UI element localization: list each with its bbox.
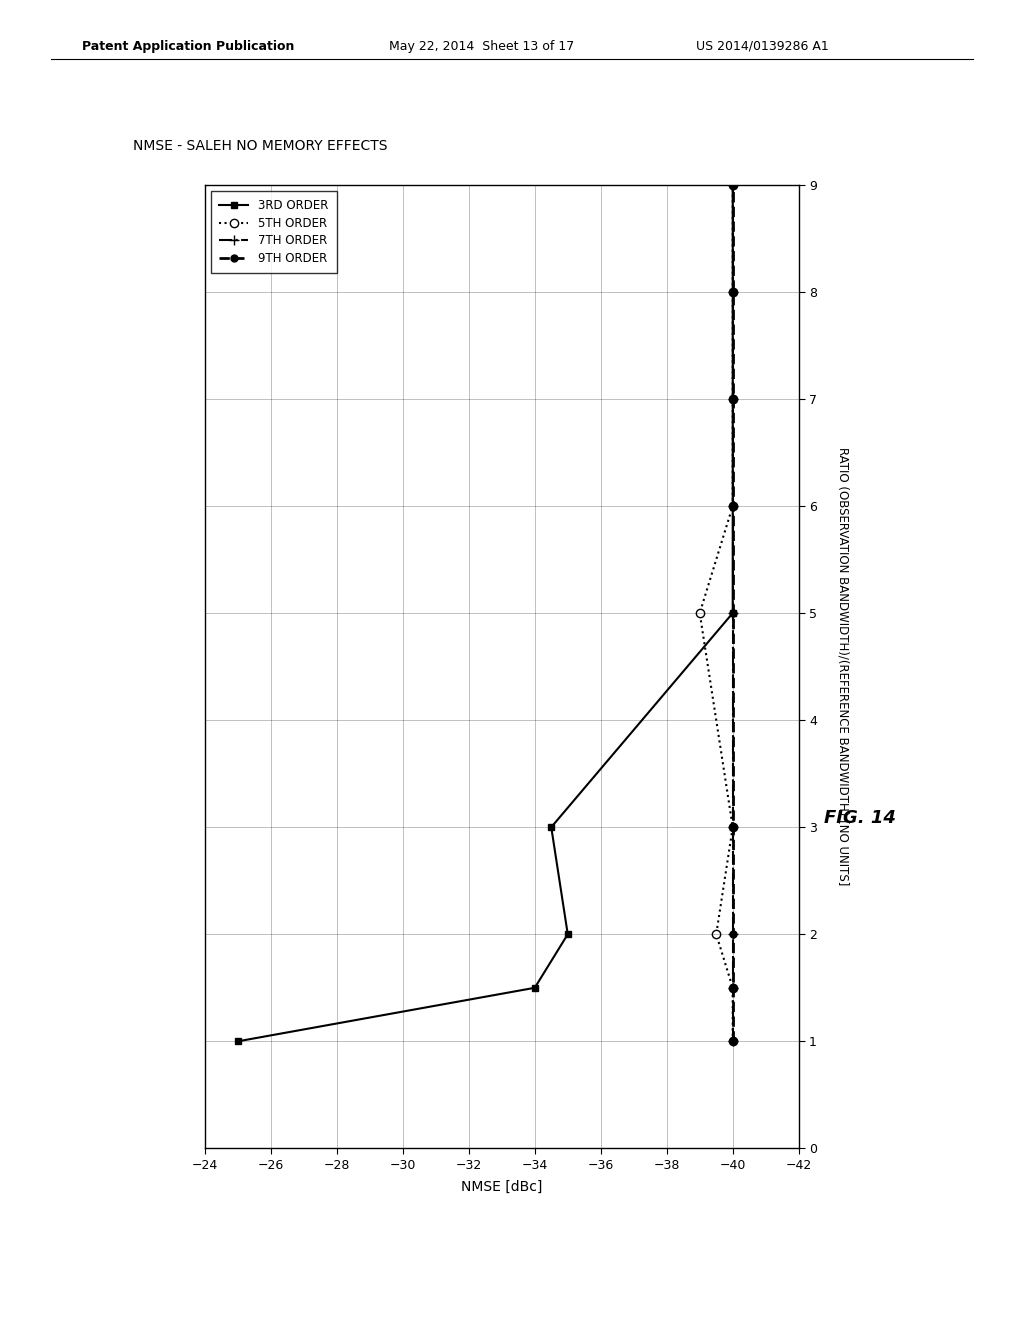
Text: Patent Application Publication: Patent Application Publication [82, 40, 294, 53]
9TH ORDER [727, 498, 739, 513]
Line: 9TH ORDER: 9TH ORDER [729, 181, 736, 1045]
9TH ORDER [727, 391, 739, 407]
3RD ORDER [231, 1034, 244, 1049]
Text: May 22, 2014  Sheet 13 of 17: May 22, 2014 Sheet 13 of 17 [389, 40, 574, 53]
5TH ORDER [693, 605, 706, 620]
9TH ORDER [727, 820, 739, 836]
3RD ORDER [561, 927, 573, 942]
3RD ORDER [528, 979, 541, 995]
7TH ORDER [727, 979, 739, 995]
9TH ORDER [727, 979, 739, 995]
5TH ORDER [727, 284, 739, 300]
5TH ORDER [727, 1034, 739, 1049]
3RD ORDER [727, 498, 739, 513]
5TH ORDER [727, 498, 739, 513]
9TH ORDER [727, 284, 739, 300]
5TH ORDER [727, 979, 739, 995]
3RD ORDER [727, 391, 739, 407]
X-axis label: NMSE [dBc]: NMSE [dBc] [461, 1180, 543, 1195]
Text: NMSE - SALEH NO MEMORY EFFECTS: NMSE - SALEH NO MEMORY EFFECTS [133, 139, 388, 153]
9TH ORDER [727, 605, 739, 620]
7TH ORDER [727, 927, 739, 942]
7TH ORDER [727, 498, 739, 513]
5TH ORDER [710, 927, 722, 942]
7TH ORDER [727, 605, 739, 620]
Text: US 2014/0139286 A1: US 2014/0139286 A1 [696, 40, 829, 53]
7TH ORDER [727, 284, 739, 300]
Line: 3RD ORDER: 3RD ORDER [234, 181, 736, 1045]
Legend: 3RD ORDER, 5TH ORDER, 7TH ORDER, 9TH ORDER: 3RD ORDER, 5TH ORDER, 7TH ORDER, 9TH ORD… [211, 190, 337, 273]
3RD ORDER [727, 605, 739, 620]
7TH ORDER [727, 177, 739, 193]
3RD ORDER [727, 284, 739, 300]
9TH ORDER [727, 1034, 739, 1049]
Y-axis label: RATIO (OBSERVATION BANDWIDTH)/(REFERENCE BANDWIDTH) [NO UNITS]: RATIO (OBSERVATION BANDWIDTH)/(REFERENCE… [837, 447, 850, 886]
9TH ORDER [727, 177, 739, 193]
7TH ORDER [727, 820, 739, 836]
5TH ORDER [727, 391, 739, 407]
Line: 7TH ORDER: 7TH ORDER [728, 180, 737, 1047]
9TH ORDER [727, 927, 739, 942]
5TH ORDER [727, 820, 739, 836]
Text: FIG. 14: FIG. 14 [824, 809, 896, 828]
3RD ORDER [545, 820, 557, 836]
5TH ORDER [727, 177, 739, 193]
7TH ORDER [727, 1034, 739, 1049]
7TH ORDER [727, 391, 739, 407]
3RD ORDER [727, 177, 739, 193]
Line: 5TH ORDER: 5TH ORDER [695, 181, 737, 1045]
